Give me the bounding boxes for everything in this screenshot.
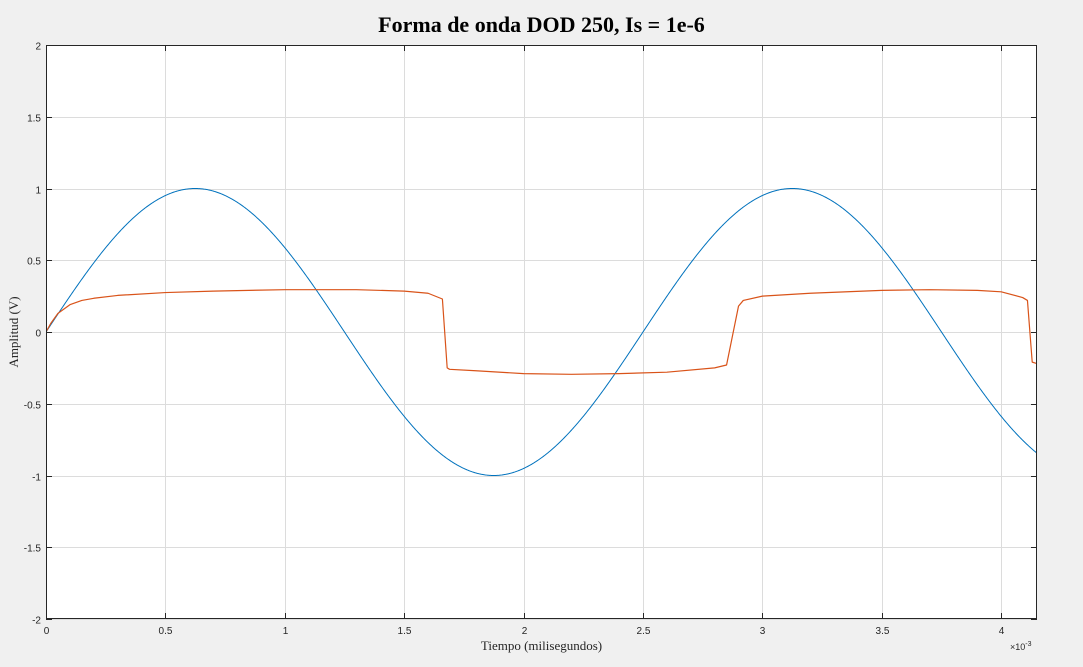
x-axis-label: Tiempo (milisegundos) (481, 638, 602, 653)
y-tick-label: 0 (35, 329, 41, 340)
series-sine-line (46, 188, 1037, 476)
y-tick-label: -0.5 (24, 401, 42, 412)
series-layer (46, 188, 1037, 476)
x-tick-label: 3.5 (876, 626, 890, 637)
x-tick-label: 3 (760, 626, 766, 637)
y-tick-label: 1.5 (27, 114, 41, 125)
series-output-line (46, 289, 1037, 375)
axes-box (46, 45, 1037, 619)
x-tick-label: 0.5 (159, 626, 173, 637)
y-tick-label: 2 (35, 42, 41, 53)
x-tick-label: 1 (283, 626, 289, 637)
y-tick-label: 0.5 (27, 257, 41, 268)
y-tick-label: 1 (35, 186, 41, 197)
x-tick-label: 1.5 (398, 626, 412, 637)
x-exponent-base: ×10 (1010, 642, 1025, 652)
y-axis-label: Amplitud (V) (6, 296, 21, 367)
x-tick-label: 0 (44, 626, 50, 637)
x-tick-label: 4 (999, 626, 1005, 637)
y-tick-label: -1.5 (24, 544, 42, 555)
y-tick-label: -1 (32, 473, 41, 484)
chart-title: Forma de onda DOD 250, Is = 1e-6 (378, 12, 705, 37)
x-tick-label: 2.5 (637, 626, 651, 637)
x-tick-label: 2 (522, 626, 528, 637)
y-tick-label: -2 (32, 616, 41, 627)
x-axis-exponent: ×10-3 (1010, 641, 1032, 652)
x-exponent-power: -3 (1025, 641, 1031, 648)
